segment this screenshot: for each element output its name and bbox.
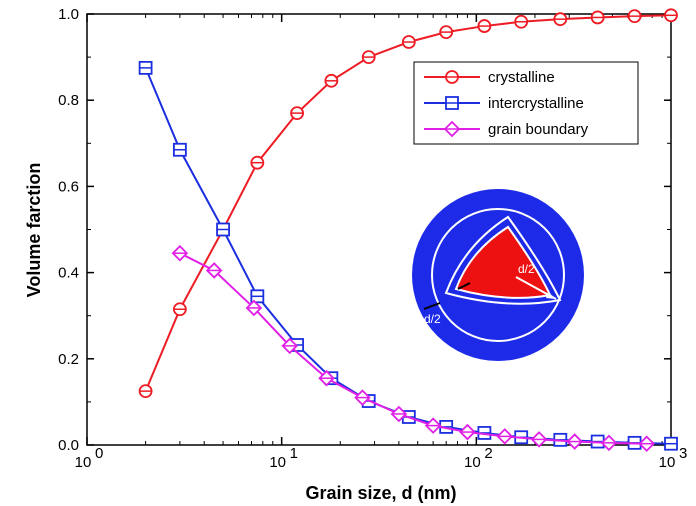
inset-arrow-head bbox=[546, 292, 556, 299]
y-tick-label: 0.4 bbox=[58, 265, 79, 282]
inset-shell-arrow bbox=[423, 302, 441, 310]
inset-sphere-diagram: d/2 d/2 bbox=[412, 189, 584, 361]
x-tick-exponent: 2 bbox=[484, 445, 492, 462]
inset-radius-arrow bbox=[457, 282, 471, 290]
x-tick-exponent: 1 bbox=[290, 445, 298, 462]
x-tick-label: 10 bbox=[75, 454, 92, 471]
inset-core-triangle bbox=[454, 225, 552, 299]
y-tick-label: 0.8 bbox=[58, 92, 79, 109]
legend-label: grain boundary bbox=[488, 121, 589, 138]
y-axis-title: Volume farction bbox=[24, 163, 44, 298]
series-crystalline bbox=[138, 8, 678, 399]
y-tick-label: 0.6 bbox=[58, 178, 79, 195]
legend-label: crystalline bbox=[488, 69, 555, 86]
x-tick-exponent: 3 bbox=[679, 445, 687, 462]
y-tick-label: 0.0 bbox=[58, 437, 79, 454]
x-axis-title: Grain size, d (nm) bbox=[305, 483, 456, 503]
inset-label-shell: d/2 bbox=[424, 312, 441, 326]
inset-shell-triangle bbox=[444, 215, 562, 305]
series-layer bbox=[138, 8, 678, 452]
x-tick-exponent: 0 bbox=[95, 445, 103, 462]
x-tick-label: 10 bbox=[659, 454, 676, 471]
series-grain-boundary bbox=[171, 244, 655, 452]
legend: crystalline intercrystalline grain boundar… bbox=[413, 61, 639, 145]
y-tick-label: 1.0 bbox=[58, 6, 79, 23]
y-tick-label: 0.2 bbox=[58, 351, 79, 368]
x-tick-label: 10 bbox=[464, 454, 481, 471]
inset-label-radius: d/2 bbox=[518, 262, 535, 276]
legend-label: intercrystalline bbox=[488, 95, 584, 112]
inset-shell-circle bbox=[431, 208, 565, 342]
x-tick-label: 10 bbox=[269, 454, 286, 471]
